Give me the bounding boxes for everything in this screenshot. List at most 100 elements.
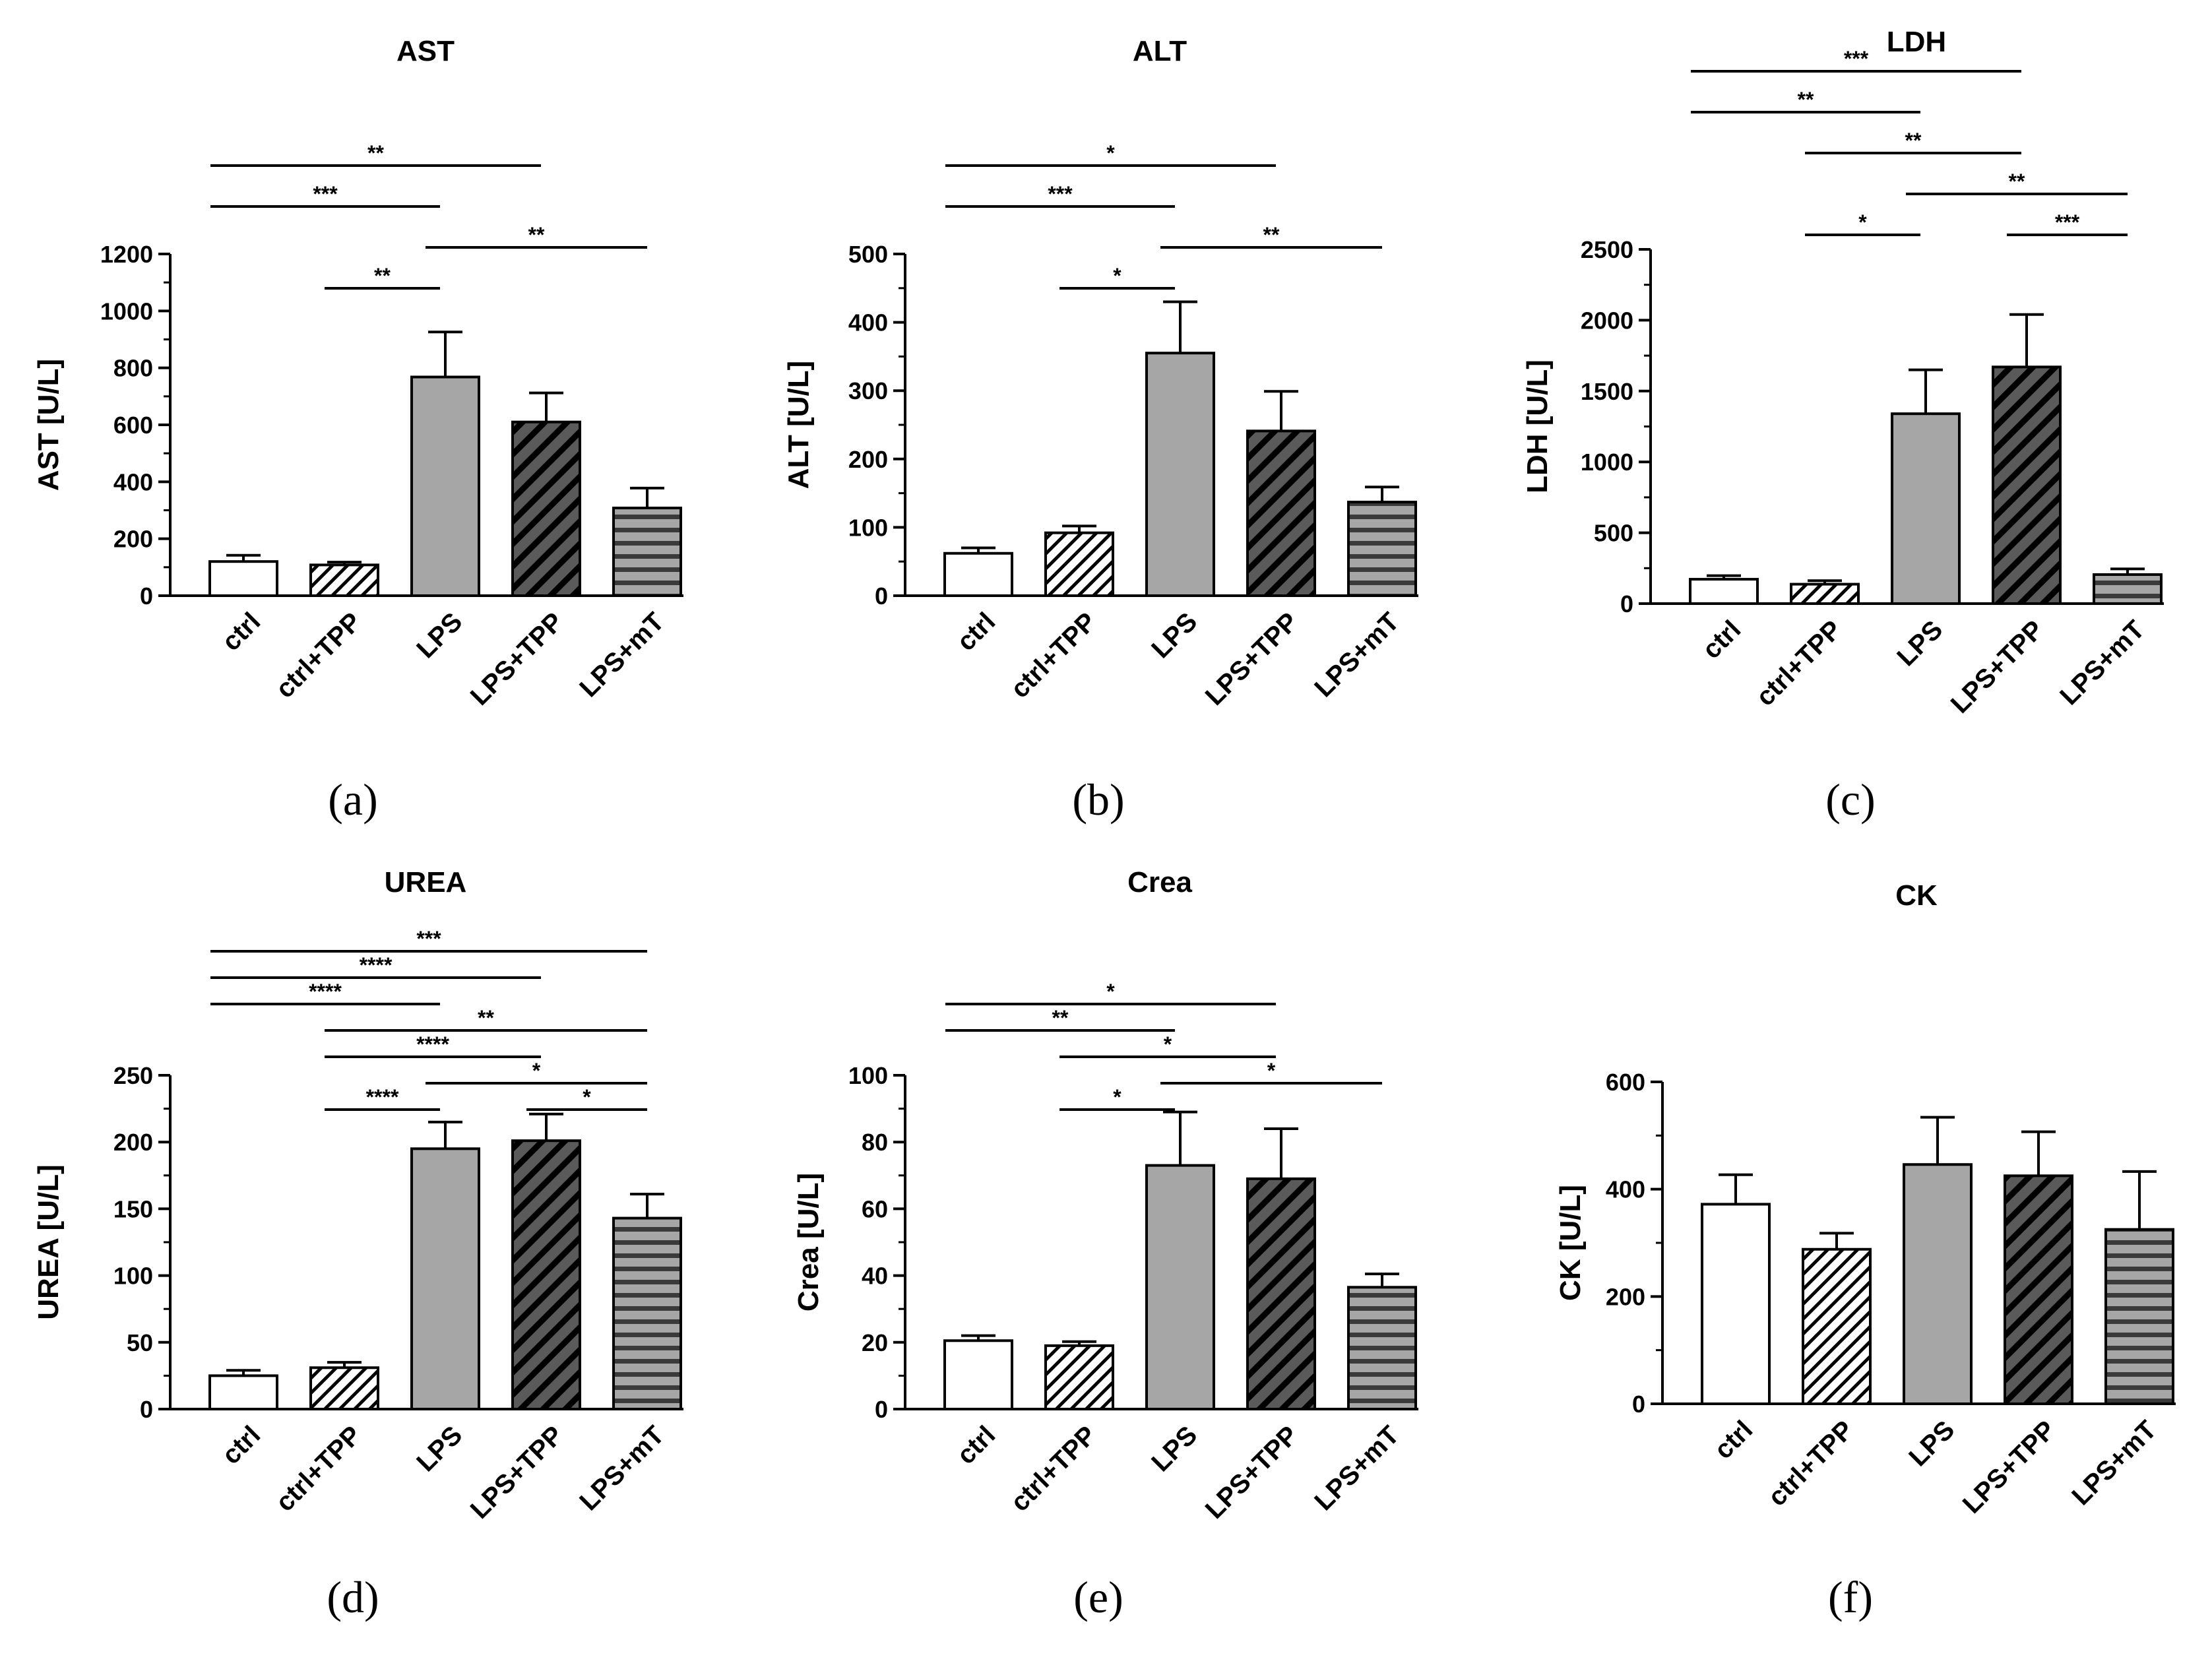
bar-lps-tpp <box>1246 1177 1316 1410</box>
bar-lps <box>1903 1163 1973 1405</box>
bar-ctrl-tpp <box>309 563 379 598</box>
category-label: LPS+TPP <box>465 607 569 711</box>
y-tick-label: 0 <box>140 583 153 610</box>
y-axis-label: ALT [U/L] <box>782 361 815 489</box>
category-label: LPS+mT <box>1309 1420 1405 1516</box>
y-axis-label: UREA [U/L] <box>32 1164 65 1319</box>
category-label: ctrl+TPP <box>1751 615 1848 712</box>
bar-ctrl <box>208 1374 278 1410</box>
bar-lps-mt <box>612 507 682 598</box>
bar-ctrl-tpp <box>1044 1344 1114 1410</box>
category-label: LPS <box>1146 1420 1203 1477</box>
bar-ctrl <box>1701 1203 1771 1405</box>
significance-label: ** <box>1052 1006 1069 1030</box>
significance-label: * <box>1858 210 1867 234</box>
category-label: LPS+TPP <box>465 1420 569 1525</box>
category-label: ctrl <box>951 1420 1001 1470</box>
significance-label: *** <box>2055 210 2080 234</box>
y-tick-label: 0 <box>875 583 888 610</box>
bar-lps <box>410 375 480 597</box>
category-label: LPS <box>411 1420 468 1477</box>
significance-label: ** <box>374 264 391 288</box>
category-label: LPS <box>1903 1415 1960 1472</box>
category-label: LPS <box>1146 607 1203 664</box>
y-tick-label: 800 <box>113 355 153 382</box>
y-tick-label: 80 <box>862 1129 888 1156</box>
y-tick-label: 1500 <box>1581 378 1633 405</box>
y-tick-label: 40 <box>862 1263 888 1290</box>
significance-label: ** <box>2009 170 2025 193</box>
bar-lps-tpp <box>1992 365 2062 605</box>
significance-label: *** <box>1048 182 1073 206</box>
y-tick-label: 200 <box>113 1129 153 1156</box>
y-axis-label: AST [U/L] <box>32 359 65 491</box>
category-label: ctrl <box>1697 615 1746 664</box>
y-tick-label: 100 <box>848 514 888 541</box>
bar-lps-tpp <box>511 1139 581 1411</box>
panel-label: (f) <box>1828 1572 1873 1622</box>
panel-label: (a) <box>328 774 377 825</box>
significance-label: *** <box>416 927 441 951</box>
bar-lps-tpp <box>511 420 581 598</box>
significance-label: * <box>532 1059 541 1083</box>
y-tick-label: 1000 <box>100 298 153 325</box>
category-label: LPS+TPP <box>1200 607 1304 711</box>
panel-label: (d) <box>327 1572 379 1622</box>
category-label: ctrl+TPP <box>1763 1415 1860 1512</box>
significance-label: * <box>1164 1032 1172 1056</box>
category-label: ctrl <box>216 607 266 656</box>
y-tick-label: 500 <box>1594 520 1633 547</box>
y-tick-label: 100 <box>848 1062 888 1089</box>
y-tick-label: 500 <box>848 241 888 268</box>
y-tick-label: 2000 <box>1581 307 1633 334</box>
bar-ctrl-tpp <box>1044 531 1114 597</box>
y-tick-label: 1200 <box>100 241 153 268</box>
category-label: ctrl <box>951 607 1001 656</box>
category-label: LPS <box>1891 615 1948 672</box>
chart-title: Crea <box>1127 866 1192 898</box>
bar-lps-tpp <box>1246 429 1316 597</box>
bar-lps-tpp <box>2004 1174 2073 1406</box>
y-tick-label: 0 <box>875 1396 888 1423</box>
y-tick-label: 200 <box>848 446 888 473</box>
chart-panel-5: CK 0 200 400 600 CK [U/L] ctrl ctrl+TPP LPSLPS+T… <box>1554 879 2176 1622</box>
bar-lps-mt <box>2093 573 2163 606</box>
bar-lps <box>410 1147 480 1410</box>
significance-label: ** <box>1263 223 1280 247</box>
category-label: LPS+mT <box>1309 607 1405 703</box>
bar-lps <box>1891 412 1961 606</box>
y-tick-label: 50 <box>127 1329 153 1356</box>
chart-panel-4: Crea 0 20 40 60 80 100 Crea [U/L] ctrl ctrl+TPP LP… <box>792 866 1418 1622</box>
category-label: ctrl+TPP <box>270 607 367 704</box>
y-tick-label: 100 <box>113 1263 153 1290</box>
significance-label: **** <box>309 980 342 1003</box>
significance-label: *** <box>1844 47 1869 71</box>
category-label: ctrl+TPP <box>270 1420 367 1517</box>
y-axis-label: Crea [U/L] <box>792 1173 825 1311</box>
category-label: ctrl+TPP <box>1005 1420 1102 1517</box>
bar-lps-mt <box>2104 1228 2174 1405</box>
category-label: LPS <box>411 607 468 664</box>
significance-label: **** <box>416 1032 449 1056</box>
significance-label: * <box>1267 1059 1276 1083</box>
chart-panel-0: AST 0 200 400 600 800 1000 1200 AST [U/L] ctrl ctr… <box>32 35 683 825</box>
chart-title: UREA <box>385 866 467 898</box>
y-tick-label: 600 <box>113 412 153 439</box>
category-label: LPS+mT <box>2054 615 2150 710</box>
category-label: ctrl+TPP <box>1005 607 1102 704</box>
y-tick-label: 1000 <box>1581 449 1633 476</box>
bar-lps-mt <box>612 1216 682 1410</box>
bar-lps-mt <box>1347 501 1417 597</box>
y-tick-label: 400 <box>848 309 888 336</box>
bar-lps-mt <box>1347 1286 1417 1411</box>
category-label: LPS+mT <box>574 607 670 703</box>
y-tick-label: 0 <box>140 1396 153 1423</box>
y-tick-label: 400 <box>113 468 153 495</box>
bar-lps <box>1145 1164 1215 1410</box>
category-label: LPS+TPP <box>1945 615 2050 719</box>
bar-ctrl-tpp <box>1802 1247 1872 1406</box>
significance-label: ** <box>1798 88 1814 111</box>
y-tick-label: 250 <box>113 1062 153 1089</box>
significance-label: * <box>1113 264 1122 288</box>
